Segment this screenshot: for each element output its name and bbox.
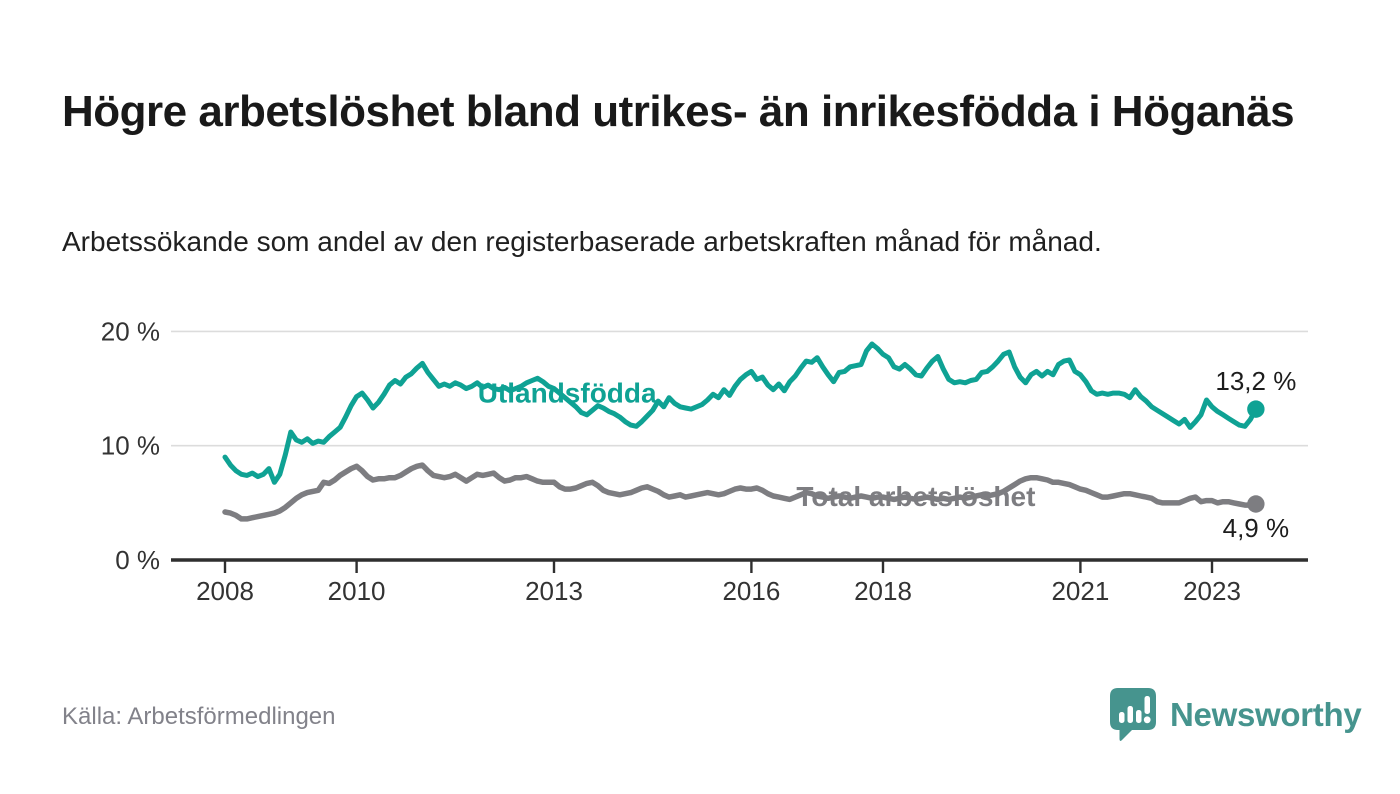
x-tick-label: 2010 bbox=[328, 576, 386, 606]
series-line-total-arbetsl-shet bbox=[222, 462, 1259, 522]
series-label-total-arbetsl-shet: Total arbetslöshet bbox=[796, 481, 1035, 512]
series-end-value-total-arbetsl-shet: 4,9 % bbox=[1223, 513, 1290, 543]
source-note: Källa: Arbetsförmedlingen bbox=[62, 703, 336, 730]
x-tick-label: 2018 bbox=[854, 576, 912, 606]
y-tick-label: 20 % bbox=[101, 316, 160, 346]
series-end-dot-utlandsf-dda bbox=[1247, 400, 1265, 418]
series-line-utlandsf-dda bbox=[222, 341, 1259, 485]
x-tick-label: 2008 bbox=[196, 576, 254, 606]
chart-subtitle: Arbetssökande som andel av den registerb… bbox=[62, 226, 1102, 257]
series-end-value-utlandsf-dda: 13,2 % bbox=[1215, 366, 1296, 396]
y-tick-label: 10 % bbox=[101, 431, 160, 461]
y-tick-label: 0 % bbox=[115, 545, 160, 575]
newsworthy-logo: Newsworthy bbox=[1108, 686, 1362, 744]
x-tick-label: 2013 bbox=[525, 576, 583, 606]
series-end-dot-total-arbetsl-shet bbox=[1247, 495, 1265, 513]
chart-title: Högre arbetslöshet bland utrikes- än inr… bbox=[62, 87, 1295, 137]
x-tick-label: 2021 bbox=[1051, 576, 1109, 606]
newsworthy-logo-icon bbox=[1110, 688, 1156, 741]
newsworthy-wordmark: Newsworthy bbox=[1170, 696, 1362, 733]
x-tick-label: 2016 bbox=[722, 576, 780, 606]
series-label-utlandsf-dda: Utlandsfödda bbox=[478, 378, 657, 409]
x-tick-label: 2023 bbox=[1183, 576, 1241, 606]
